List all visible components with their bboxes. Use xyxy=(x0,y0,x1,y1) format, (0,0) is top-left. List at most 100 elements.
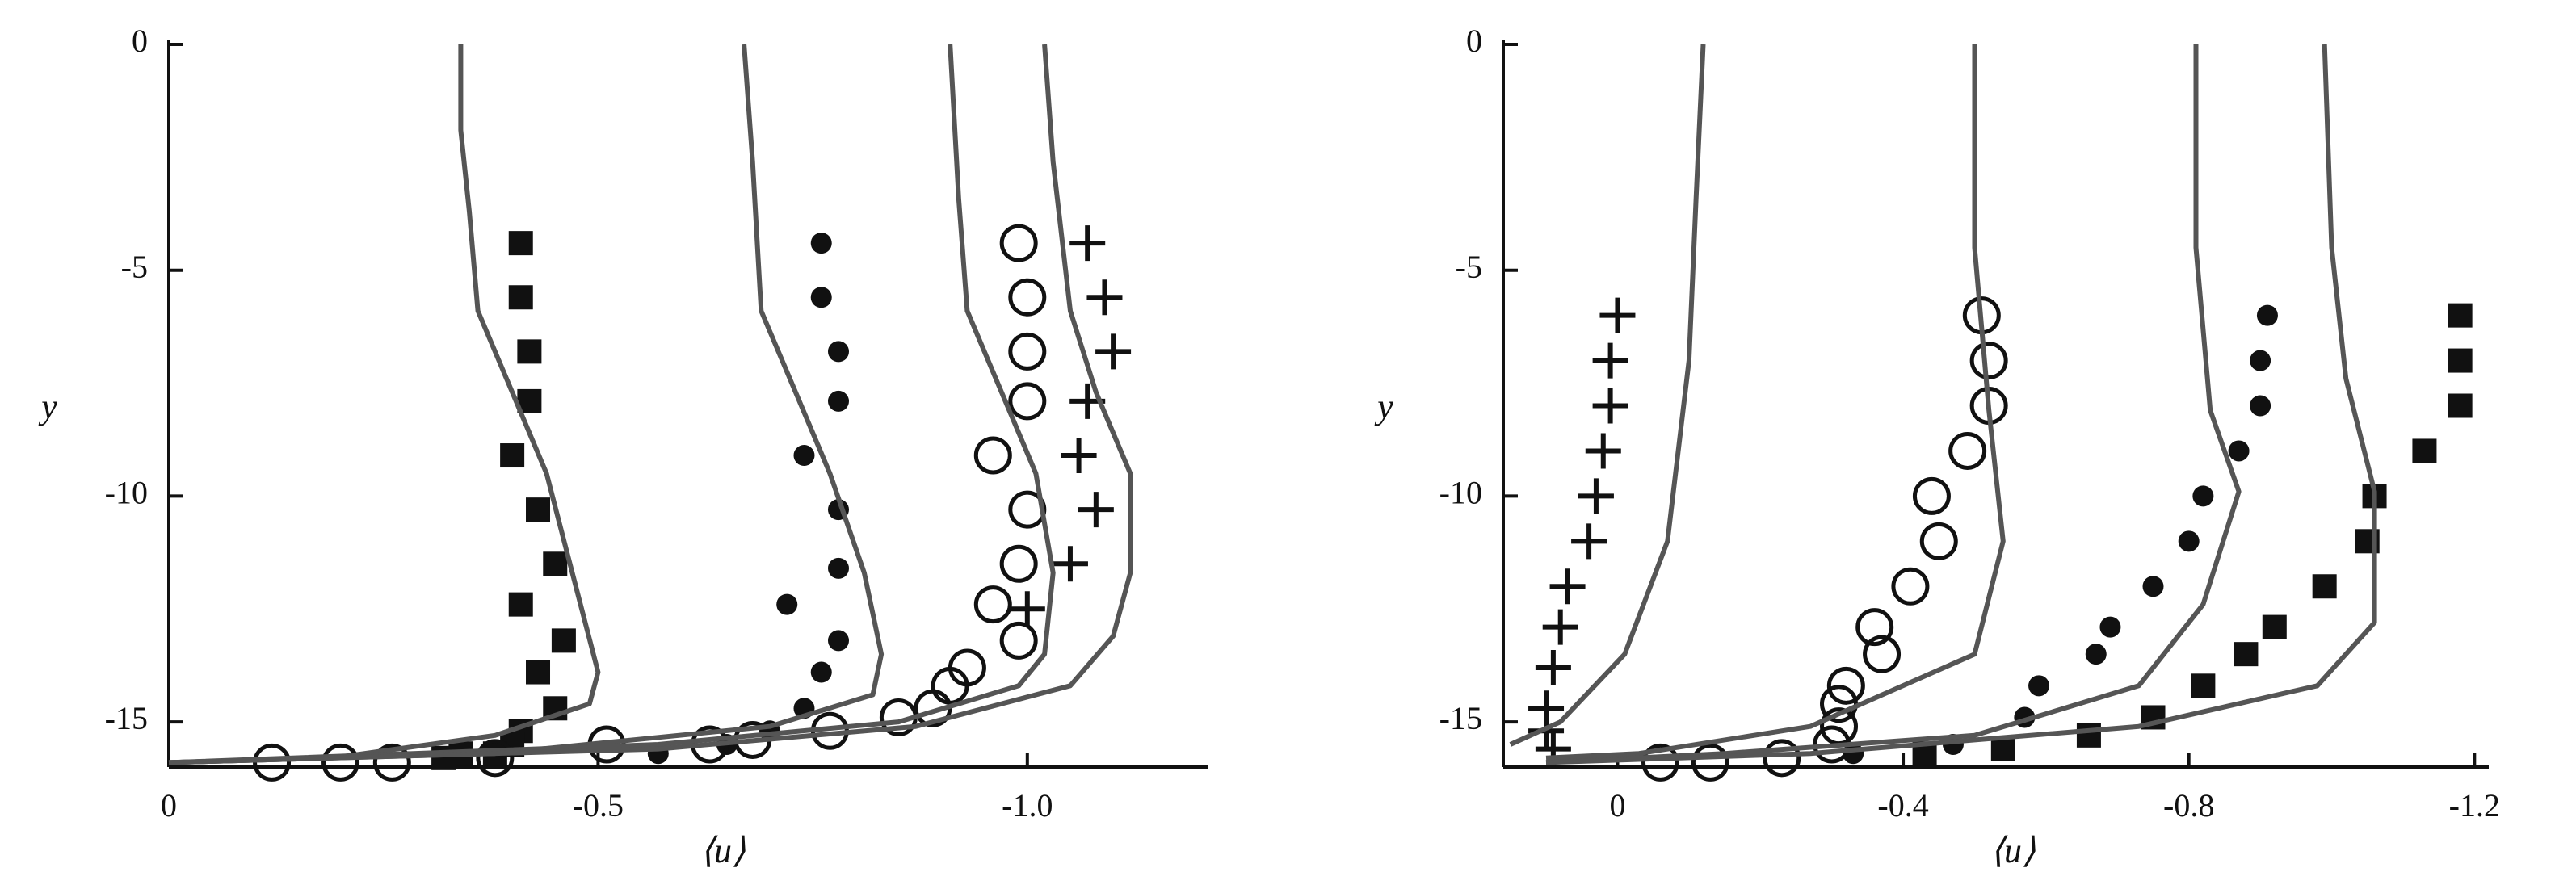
square-marker xyxy=(2262,614,2287,639)
circle-marker xyxy=(1008,332,1047,371)
dot-marker xyxy=(2192,485,2214,507)
circle-marker xyxy=(321,743,360,782)
model-curve xyxy=(1545,44,2377,765)
circle-marker xyxy=(1912,476,1951,515)
circle-marker xyxy=(1919,522,1958,560)
y-tick-label: -15 xyxy=(105,700,148,736)
dot-marker xyxy=(2228,440,2250,462)
circle-marker xyxy=(1969,342,2008,380)
dot-marker xyxy=(827,390,849,412)
plus-marker xyxy=(1061,438,1097,474)
circle-marker xyxy=(973,585,1012,624)
plus-marker xyxy=(1086,279,1123,316)
square-marker xyxy=(2076,723,2101,748)
circle-marker xyxy=(253,743,292,782)
circle-marker xyxy=(999,224,1038,262)
plus-marker xyxy=(1542,609,1578,645)
circle-marker xyxy=(1948,431,1987,470)
square-marker xyxy=(431,745,456,770)
plus-marker xyxy=(1009,591,1045,627)
circle-marker xyxy=(1641,743,1679,782)
circle-marker xyxy=(372,743,411,782)
circle-marker xyxy=(1008,382,1047,421)
circle-marker xyxy=(1691,743,1729,782)
x-tick-label: -0.8 xyxy=(2163,787,2214,824)
circle-marker xyxy=(999,621,1038,660)
plus-marker xyxy=(1095,333,1132,370)
dot-marker xyxy=(776,593,798,615)
dot-marker xyxy=(2250,350,2271,371)
model-curve xyxy=(1545,44,2006,761)
square-marker xyxy=(2234,642,2259,667)
dot-marker xyxy=(827,341,849,363)
plus-marker xyxy=(1535,649,1571,685)
y-tick-label: -10 xyxy=(105,475,148,511)
plot: 0 -5 -10 -15 0 -0.5 -1.0 y ⟨u⟩ xyxy=(38,23,1208,870)
dot-marker xyxy=(827,630,849,652)
x-tick-label: -1.0 xyxy=(1002,787,1053,824)
square-marker xyxy=(500,443,525,468)
circle-marker xyxy=(1008,278,1047,317)
dot-marker xyxy=(2028,675,2050,697)
x-tick-label: -0.5 xyxy=(573,787,624,824)
plus-marker xyxy=(1549,568,1586,605)
dot-marker xyxy=(810,287,832,308)
x-tick-label: -1.2 xyxy=(2449,787,2500,824)
dot-marker xyxy=(810,233,832,254)
square-marker xyxy=(2448,393,2473,418)
plus-marker xyxy=(1592,342,1628,379)
circle-marker xyxy=(476,739,515,778)
y-tick-label: 0 xyxy=(1466,23,1482,59)
dot-marker xyxy=(2085,644,2107,665)
circle-marker xyxy=(1863,635,1902,673)
square-marker xyxy=(508,285,533,310)
square-marker xyxy=(508,592,533,617)
plus-marker xyxy=(1592,388,1628,424)
x-axis-label: ⟨u⟩ xyxy=(1990,831,2036,870)
square-marker xyxy=(2312,574,2337,599)
model-curve xyxy=(1509,44,1706,747)
plus-marker xyxy=(1599,297,1636,333)
plus-marker xyxy=(1069,225,1106,262)
dot-marker xyxy=(810,661,832,683)
y-tick-label: -15 xyxy=(1439,700,1482,736)
dot-marker xyxy=(2142,576,2164,597)
plot: 0 -5 -10 -15 0 -0.4 -0.8 -1.2 y ⟨u⟩ xyxy=(1374,23,2500,870)
plus-marker xyxy=(1078,492,1114,528)
dot-marker xyxy=(793,445,815,467)
x-tick-label: -0.4 xyxy=(1877,787,1928,824)
model-curve xyxy=(168,44,1056,765)
square-marker xyxy=(508,231,533,256)
plus-marker xyxy=(1585,433,1621,469)
square-marker xyxy=(2448,348,2473,373)
x-tick-label: 0 xyxy=(1609,787,1625,824)
x-tick-label: 0 xyxy=(161,787,177,824)
model-curve xyxy=(1545,44,2242,765)
model-curve xyxy=(168,44,601,765)
y-tick-label: 0 xyxy=(132,23,148,59)
dot-marker xyxy=(2099,616,2121,638)
plus-marker xyxy=(1052,546,1088,582)
circle-marker xyxy=(1891,567,1930,606)
plus-marker xyxy=(1578,478,1614,514)
y-axis-label: y xyxy=(38,387,57,426)
y-tick-label: -5 xyxy=(1456,249,1482,285)
circle-marker xyxy=(1826,666,1865,705)
y-tick-label: -5 xyxy=(121,249,148,285)
dot-marker xyxy=(2178,530,2200,552)
plus-marker xyxy=(1571,523,1607,560)
circle-marker xyxy=(973,436,1012,475)
square-marker xyxy=(526,497,551,522)
circle-marker xyxy=(1763,739,1801,778)
circle-marker xyxy=(999,544,1038,583)
dot-marker xyxy=(2250,395,2271,417)
dot-marker xyxy=(827,557,849,579)
square-marker xyxy=(517,339,542,364)
y-axis-label: y xyxy=(1374,387,1393,426)
square-marker xyxy=(2448,303,2473,328)
dot-marker xyxy=(2256,304,2278,326)
square-marker xyxy=(1990,736,2015,761)
model-curve xyxy=(168,44,1133,765)
